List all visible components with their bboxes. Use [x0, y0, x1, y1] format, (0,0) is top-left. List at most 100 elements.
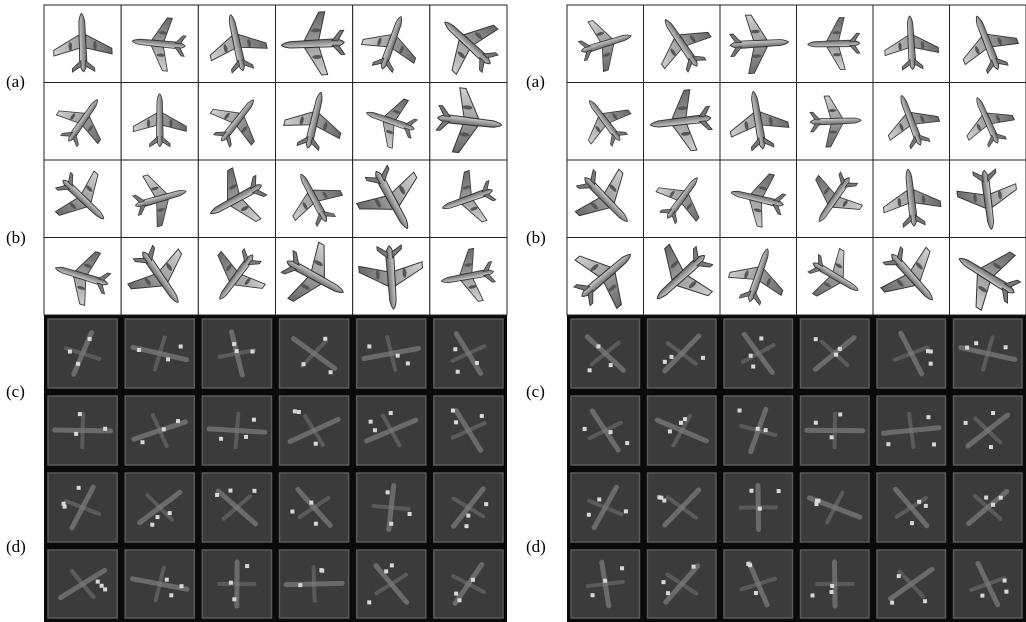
- feature-dot: [603, 579, 607, 583]
- feature-dot: [235, 349, 239, 353]
- feature-dot: [179, 344, 183, 348]
- feature-dot: [583, 427, 587, 431]
- feature-dot: [830, 435, 834, 439]
- feature-dot: [451, 409, 455, 413]
- feature-dot: [1003, 579, 1007, 583]
- feature-dot: [302, 362, 306, 366]
- feature-dot: [758, 507, 762, 511]
- row-label: (a): [526, 72, 545, 91]
- feature-dot: [293, 409, 297, 413]
- feature-dot: [659, 496, 663, 500]
- feature-dot: [999, 496, 1003, 500]
- feature-dot: [390, 563, 394, 567]
- feature-dot: [932, 442, 936, 446]
- row-label: (d): [526, 537, 546, 556]
- feature-dot: [465, 524, 469, 528]
- feature-dot: [454, 420, 458, 424]
- row-label: (b): [6, 228, 26, 247]
- feature-dot: [367, 344, 371, 348]
- feature-dot: [244, 435, 248, 439]
- feature-dot: [314, 442, 318, 446]
- feature-dot: [1004, 345, 1008, 349]
- feature-dot: [830, 584, 834, 588]
- feature-dot: [596, 344, 600, 348]
- feature-dot: [252, 489, 256, 493]
- feature-dot: [456, 370, 460, 374]
- feature-dot: [683, 417, 687, 421]
- feature-dot: [663, 360, 667, 364]
- panel: (a) (b) (c) (d): [6, 0, 511, 622]
- feature-dot: [150, 523, 154, 527]
- feature-dot: [367, 600, 371, 604]
- panels: (a) (b) (c) (d) (a) (b) (c) (d): [6, 0, 1026, 622]
- feature-dot: [989, 445, 993, 449]
- row-label: (a): [6, 72, 25, 91]
- feature-dot: [63, 505, 67, 509]
- feature-dot: [991, 503, 995, 507]
- feature-dot: [980, 594, 984, 598]
- feature-dot: [829, 590, 833, 594]
- feature-dot: [137, 348, 141, 352]
- feature-dot: [991, 411, 995, 415]
- feature-dot: [749, 489, 753, 493]
- feature-dot: [926, 349, 930, 353]
- feature-dot: [215, 493, 219, 497]
- feature-dot: [77, 486, 81, 490]
- feature-dot: [917, 500, 921, 504]
- feature-dot: [834, 353, 838, 357]
- feature-dot: [252, 418, 256, 422]
- feature-dot: [369, 420, 373, 424]
- feature-dot: [756, 427, 760, 431]
- feature-dot: [624, 509, 628, 513]
- feature-dot: [692, 565, 696, 569]
- feature-dot: [609, 363, 613, 367]
- feature-dot: [597, 497, 601, 501]
- feature-dot: [588, 368, 592, 372]
- feature-dot: [929, 362, 933, 366]
- feature-dot: [591, 593, 595, 597]
- feature-dot: [1004, 590, 1008, 594]
- feature-dot: [309, 501, 313, 505]
- feature-dot: [964, 421, 968, 425]
- feature-dot: [298, 583, 302, 587]
- feature-stroke: [236, 414, 239, 448]
- feature-dot: [373, 428, 377, 432]
- feature-dot: [587, 513, 591, 517]
- feature-dot: [475, 361, 479, 365]
- feature-dot: [290, 510, 294, 514]
- feature-dot: [453, 347, 457, 351]
- feature-dot: [754, 591, 758, 595]
- feature-dot: [910, 521, 914, 525]
- feature-dot: [457, 598, 461, 602]
- feature-stroke: [82, 414, 83, 448]
- feature-dot: [759, 336, 763, 340]
- feature-dot: [169, 593, 173, 597]
- feature-dot: [165, 578, 169, 582]
- row-label: (c): [6, 382, 25, 401]
- feature-dot: [88, 337, 92, 341]
- feature-dot: [926, 415, 930, 419]
- feature-dot: [329, 370, 333, 374]
- feature-dot: [777, 489, 781, 493]
- feature-dot: [168, 511, 172, 515]
- feature-dot: [609, 430, 613, 434]
- row-label: (c): [526, 382, 545, 401]
- feature-dot: [232, 597, 236, 601]
- feature-dot: [103, 427, 107, 431]
- feature-dot: [679, 421, 683, 425]
- row-label: (b): [526, 228, 546, 247]
- feature-dot: [701, 356, 705, 360]
- feature-dot: [74, 432, 78, 436]
- figure: (a) (b) (c) (d) (a) (b) (c) (d): [0, 0, 1026, 622]
- feature-dot: [454, 592, 458, 596]
- feature-dot: [156, 515, 160, 519]
- feature-dot: [219, 437, 223, 441]
- feature-dot: [179, 584, 183, 588]
- feature-dot: [480, 414, 484, 418]
- feature-dot: [814, 421, 818, 425]
- row-label: (d): [6, 537, 26, 556]
- feature-dot: [96, 580, 100, 584]
- feature-dot: [984, 496, 988, 500]
- feature-dot: [666, 591, 670, 595]
- feature-dot: [100, 584, 104, 588]
